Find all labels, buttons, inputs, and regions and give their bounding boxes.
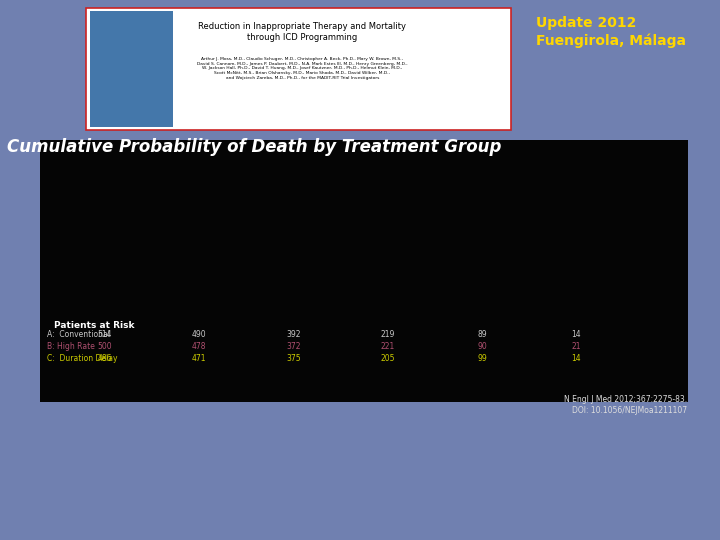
Text: 478: 478 [192,342,206,351]
Text: 99: 99 [477,354,487,363]
Text: 471: 471 [192,354,206,363]
Text: C:  Duration Delay: C: Duration Delay [47,354,117,363]
Text: 14: 14 [572,330,581,339]
Text: N Engl J Med 2012;367:2275-83.
DOI: 10.1056/NEJMoa1211107: N Engl J Med 2012;367:2275-83. DOI: 10.1… [564,395,688,415]
Text: 375: 375 [286,354,300,363]
Text: Cumulative Probability of Death by Treatment Group: Cumulative Probability of Death by Treat… [7,138,502,156]
Legend: A:  Conventional, C: Duration Delay, B: High Rate: A: Conventional, C: Duration Delay, B: H… [420,161,541,209]
Text: 14: 14 [572,354,581,363]
Text: 21: 21 [572,342,581,351]
Text: 221: 221 [381,342,395,351]
Text: 90: 90 [477,342,487,351]
Text: 490: 490 [192,330,206,339]
Text: 486: 486 [97,354,112,363]
Text: Reduction in Inappropriate Therapy and Mortality
through ICD Programming: Reduction in Inappropriate Therapy and M… [199,22,406,43]
Text: A:  Conventional: A: Conventional [47,330,110,339]
X-axis label: Time (Years): Time (Years) [307,335,402,348]
Text: 89: 89 [477,330,487,339]
Text: 219: 219 [380,330,395,339]
Text: 372: 372 [286,342,300,351]
Y-axis label: All-cause Mortality (%): All-cause Mortality (%) [66,162,76,305]
Text: 205: 205 [380,354,395,363]
Text: Update 2012
Fuengirola, Málaga: Update 2012 Fuengirola, Málaga [536,16,686,48]
Text: 392: 392 [286,330,300,339]
Text: B: High Rate: B: High Rate [47,342,94,351]
Text: 514: 514 [97,330,112,339]
Text: Patients at Risk: Patients at Risk [54,321,135,330]
Text: 500: 500 [97,342,112,351]
Text: Arthur J. Moss, M.D., Claudio Schuger, M.D., Christopher A. Beck, Ph.D., Mary W.: Arthur J. Moss, M.D., Claudio Schuger, M… [197,57,408,80]
